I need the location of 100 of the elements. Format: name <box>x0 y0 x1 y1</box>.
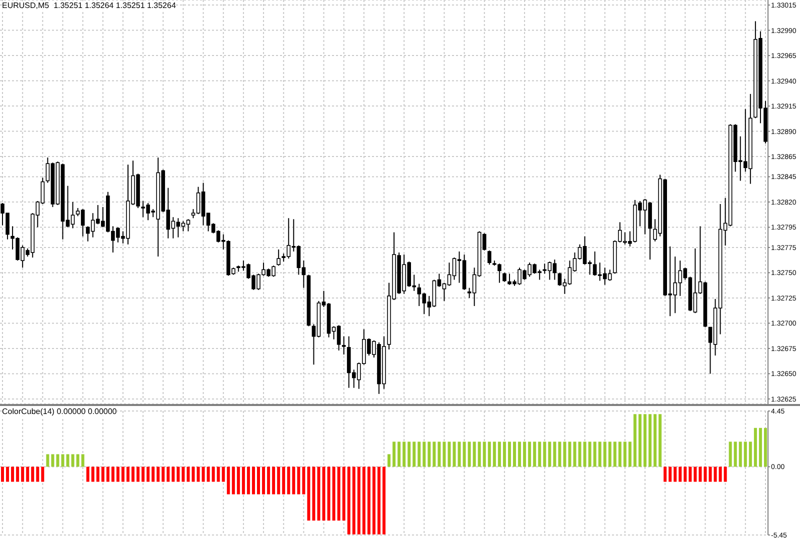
bar <box>684 466 687 482</box>
candlestick <box>342 336 346 356</box>
bar <box>633 414 636 467</box>
bar <box>322 466 326 521</box>
bar <box>297 466 300 494</box>
bar <box>26 466 30 482</box>
bar <box>688 466 692 482</box>
bar <box>226 466 230 494</box>
bar <box>6 466 10 482</box>
bar <box>11 466 14 482</box>
bar <box>508 442 511 467</box>
bar <box>41 466 44 482</box>
bar <box>724 466 727 482</box>
bar <box>192 466 195 482</box>
bar <box>287 466 290 494</box>
bar <box>458 442 461 467</box>
bar <box>428 442 431 467</box>
bar <box>714 466 717 482</box>
bar <box>51 454 54 467</box>
bar <box>56 454 60 467</box>
bar <box>478 442 481 467</box>
bar <box>196 466 200 482</box>
bar <box>307 466 310 521</box>
bar <box>578 442 582 467</box>
bar <box>644 414 647 467</box>
bar <box>658 414 662 467</box>
bar <box>744 442 747 467</box>
bar <box>668 466 672 482</box>
bar <box>121 466 124 482</box>
bar <box>704 466 707 482</box>
bar <box>302 466 306 494</box>
bar <box>262 466 266 494</box>
bar <box>347 466 350 534</box>
candlestick <box>276 248 280 266</box>
bar <box>623 442 626 467</box>
bar <box>146 466 150 482</box>
bar <box>246 466 250 494</box>
bar <box>292 466 296 494</box>
bar <box>438 442 441 467</box>
bar <box>202 466 205 482</box>
bar <box>66 454 70 467</box>
bar <box>166 466 170 482</box>
bar <box>357 466 360 534</box>
bar <box>172 466 175 482</box>
bar <box>176 466 180 482</box>
bar <box>136 466 140 482</box>
bar <box>96 466 100 482</box>
bar <box>126 466 130 482</box>
bar <box>608 442 612 467</box>
bar <box>528 442 532 467</box>
bar <box>422 442 426 467</box>
bar <box>156 466 160 482</box>
bar <box>367 466 370 534</box>
bar <box>583 442 586 467</box>
bar <box>101 466 104 482</box>
bar <box>377 466 380 534</box>
bar <box>758 428 762 467</box>
bar <box>558 442 562 467</box>
bar <box>352 466 356 534</box>
bar <box>61 454 64 467</box>
bar <box>472 442 476 467</box>
bar <box>548 442 552 467</box>
bar <box>518 442 522 467</box>
bar <box>242 466 245 494</box>
bar <box>678 466 682 482</box>
bar <box>277 466 280 494</box>
bar <box>538 442 542 467</box>
bar <box>563 442 566 467</box>
bar <box>488 442 491 467</box>
bar <box>468 442 471 467</box>
bar <box>513 442 516 467</box>
bar <box>462 442 466 467</box>
bar <box>698 466 702 482</box>
bar <box>342 466 346 521</box>
bar <box>116 466 120 482</box>
bar <box>482 442 486 467</box>
bar <box>728 442 732 467</box>
bar <box>282 466 286 494</box>
bar <box>764 428 767 467</box>
bar <box>674 466 677 482</box>
bar <box>142 466 145 482</box>
bar <box>568 442 572 467</box>
bar <box>613 442 616 467</box>
chart-title: ColorCube(14) 0.00000 0.00000 <box>2 407 117 417</box>
bar <box>718 466 722 482</box>
bar <box>16 466 20 482</box>
bar <box>432 442 436 467</box>
bar <box>317 466 320 521</box>
bar <box>502 442 506 467</box>
bar <box>442 442 446 467</box>
bar <box>327 466 330 521</box>
bar <box>382 466 386 534</box>
bar <box>418 442 421 467</box>
bar <box>448 442 451 467</box>
bar <box>152 466 155 482</box>
bar <box>312 466 316 521</box>
bar <box>267 466 270 494</box>
bar <box>523 442 526 467</box>
bar <box>1 466 4 482</box>
bar <box>553 442 556 467</box>
